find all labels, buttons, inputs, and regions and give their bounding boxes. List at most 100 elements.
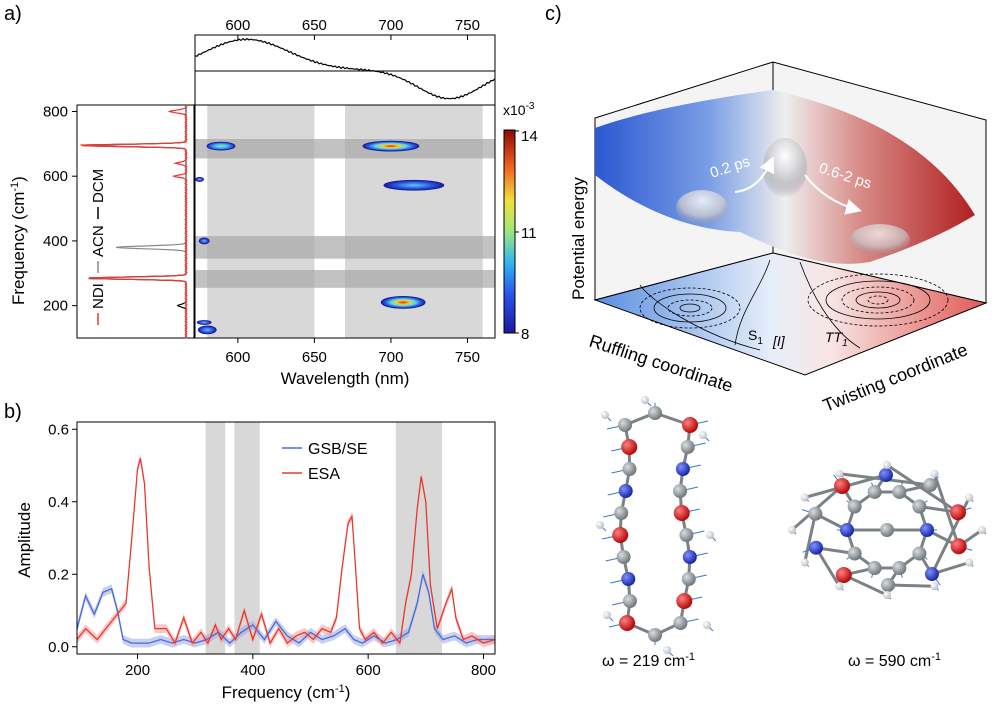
carbon-atom <box>912 499 927 514</box>
state-i-label: [I] <box>772 333 786 349</box>
bond <box>888 583 935 588</box>
colorbar: x10-3 14 11 8 <box>503 101 538 343</box>
left-y-axis-label: Frequency (cm-1) <box>9 176 28 305</box>
top-spectrum-ticks: 600 650 700 750 <box>225 17 480 40</box>
left-legend: NDI ACN DCM <box>90 169 107 325</box>
hydrogen-atom <box>800 493 809 502</box>
heatmap-feature <box>362 140 420 152</box>
hydrogen-atom <box>965 558 974 567</box>
top-spectrum-frame <box>194 34 496 106</box>
nitrogen-atom <box>809 540 824 555</box>
hydrogen-atom <box>835 582 844 591</box>
hydrogen-atom <box>883 591 891 599</box>
ndi-spectrum-line <box>79 104 188 339</box>
oxygen-atom <box>673 505 690 521</box>
gsb-se-error-band <box>77 569 495 648</box>
panel-b-y-axis-label: Amplitude <box>15 502 34 578</box>
heatmap-frequency-band <box>195 138 495 159</box>
heatmap-x-tick-label: 600 <box>225 349 250 366</box>
arrow-step1 <box>734 156 775 193</box>
heatmap-frame <box>194 104 496 339</box>
oxygen-atom <box>612 527 629 543</box>
nitrogen-atom <box>618 484 633 498</box>
heatmap-x-tick-label: 700 <box>378 349 403 366</box>
hydrogen-atom <box>603 611 611 619</box>
legend-esa-label: ESA <box>308 466 340 483</box>
hydrogen-atom <box>965 493 974 502</box>
hydrogen-atom <box>601 411 609 419</box>
nitrogen-atom <box>621 572 636 586</box>
oxygen-atom <box>619 615 636 631</box>
heatmap-frequency-band <box>195 270 495 288</box>
heatmap-features <box>195 140 445 335</box>
heatmap-feature <box>383 179 445 191</box>
panel-b-y-tick-label: 0.2 <box>48 566 69 583</box>
hydrogen-atom <box>978 526 986 534</box>
hydrogen-atom <box>703 621 711 629</box>
panel-b-x-tick-label: 600 <box>356 662 381 679</box>
state-s1-label: S1 <box>748 327 763 347</box>
carbon-atom <box>867 484 882 499</box>
panel-a-top-spectrum: 600 650 700 750 <box>194 17 496 106</box>
carbon-atom <box>622 594 637 608</box>
carbon-atom <box>618 418 632 432</box>
molecule-ruffling-mode <box>596 396 717 657</box>
carbon-atom <box>648 628 662 642</box>
panel-b-x-tick-label: 400 <box>240 662 265 679</box>
top-spectrum-trace <box>194 37 496 100</box>
bond <box>803 513 817 563</box>
panel-b-x-tick-label: 800 <box>471 662 496 679</box>
left-y-ticks: 200 400 600 800 <box>43 103 77 315</box>
contour-floor <box>593 252 988 376</box>
heatmap-x-ticks: 600 650 700 750 <box>225 338 480 366</box>
carbon-atom <box>912 546 927 561</box>
carbon-atom <box>923 478 938 493</box>
oxygen-atom <box>621 439 638 455</box>
surface-peak-right <box>850 224 910 256</box>
gsb-se-line <box>76 574 495 644</box>
panel-c-label: c) <box>545 3 562 25</box>
oxygen-atom <box>676 593 693 609</box>
top-x-tick-label: 600 <box>225 17 250 34</box>
panel-b-frame <box>76 421 496 655</box>
panel-b-x-tick-label: 200 <box>125 662 150 679</box>
carbon-atom <box>880 523 894 537</box>
carbon-atom <box>681 572 696 586</box>
heatmap-x-tick-label: 650 <box>302 349 327 366</box>
top-x-tick-label: 750 <box>455 17 480 34</box>
oxygen-atom <box>834 477 851 494</box>
hydrogen-atom <box>699 431 707 439</box>
panel-c-energy-surface: S1 [I] TT1 0.2 ps 0.6-2 ps Potential ene… <box>569 61 988 416</box>
heatmap-feature <box>195 177 204 182</box>
panel-b-shaded-band <box>205 422 226 654</box>
legend-gsb-se-label: GSB/SE <box>308 441 368 458</box>
colorbar-label-11: 11 <box>521 225 537 242</box>
panel-b-x-ticks: 200 400 600 800 <box>125 654 496 679</box>
nitrogen-atom <box>878 468 893 483</box>
carbon-atom <box>673 616 688 630</box>
mode2-label: ω = 590 cm-1 <box>848 651 941 670</box>
carbon-atom <box>616 550 631 564</box>
hydrogen-atom <box>641 396 649 404</box>
carbon-atom <box>680 440 695 454</box>
panel-b-legend: GSB/SE ESA <box>282 441 368 483</box>
carbon-atom <box>614 506 629 520</box>
heatmap-frequency-band <box>195 236 495 259</box>
hydrogen-atom <box>788 526 796 534</box>
carbon-atom <box>648 406 662 420</box>
molecule-twisting-mode <box>788 460 987 600</box>
hydrogen-atom <box>835 469 844 478</box>
potential-energy-label: Potential energy <box>569 177 588 300</box>
left-y-tick-label: 200 <box>43 298 68 315</box>
colorbar-label-8: 8 <box>521 326 529 343</box>
heatmap-feature <box>380 296 426 309</box>
nitrogen-atom <box>924 567 939 582</box>
carbon-atom <box>673 484 688 498</box>
surface-peak-center <box>763 138 807 198</box>
carbon-atom <box>847 499 862 514</box>
hydrogen-atom <box>930 469 939 478</box>
heatmap-x-axis-label: Wavelength (nm) <box>281 369 410 388</box>
hydrogen-atom <box>596 521 604 529</box>
left-y-tick-label: 600 <box>43 168 68 185</box>
